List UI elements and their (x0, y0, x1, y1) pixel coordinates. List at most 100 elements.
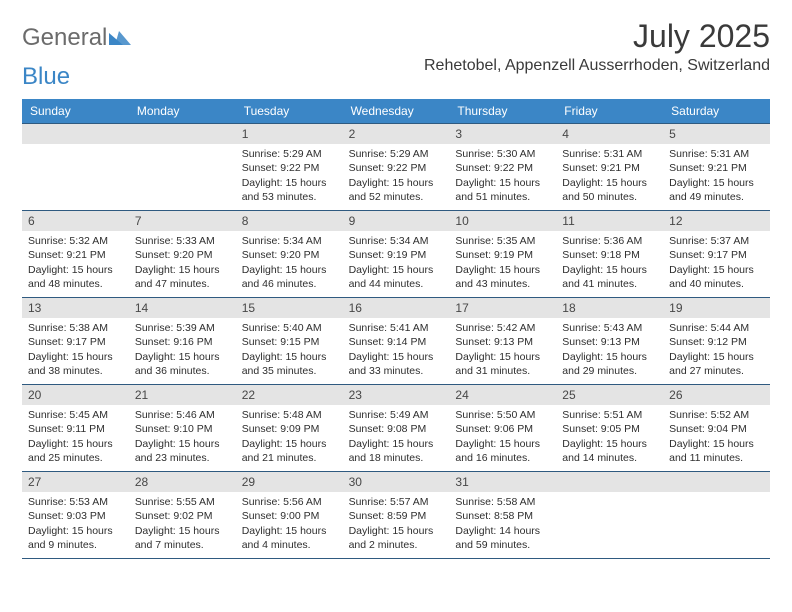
day-sunrise: Sunrise: 5:56 AM (242, 495, 337, 509)
day-day2: and 14 minutes. (562, 451, 657, 465)
day-cell: 20Sunrise: 5:45 AMSunset: 9:11 PMDayligh… (22, 385, 129, 471)
week-row: 27Sunrise: 5:53 AMSunset: 9:03 PMDayligh… (22, 471, 770, 558)
day-cell: 3Sunrise: 5:30 AMSunset: 9:22 PMDaylight… (449, 124, 556, 210)
day-cell: 9Sunrise: 5:34 AMSunset: 9:19 PMDaylight… (343, 211, 450, 297)
logo-triangle-icon (109, 24, 131, 52)
day-day1: Daylight: 15 hours (455, 176, 550, 190)
day-sunrise: Sunrise: 5:43 AM (562, 321, 657, 335)
week-row: 6Sunrise: 5:32 AMSunset: 9:21 PMDaylight… (22, 210, 770, 297)
day-day1: Daylight: 15 hours (28, 263, 123, 277)
day-number: 18 (562, 301, 575, 315)
day-number-strip: 20 (22, 385, 129, 405)
day-day2: and 21 minutes. (242, 451, 337, 465)
weekday-friday: Friday (556, 99, 663, 123)
day-number: 14 (135, 301, 148, 315)
day-day1: Daylight: 15 hours (242, 176, 337, 190)
day-day2: and 51 minutes. (455, 190, 550, 204)
day-number: 1 (242, 127, 249, 141)
day-number: 23 (349, 388, 362, 402)
day-cell: 4Sunrise: 5:31 AMSunset: 9:21 PMDaylight… (556, 124, 663, 210)
day-number-strip: 25 (556, 385, 663, 405)
day-sunset: Sunset: 9:21 PM (669, 161, 764, 175)
day-day2: and 43 minutes. (455, 277, 550, 291)
day-sunrise: Sunrise: 5:29 AM (242, 147, 337, 161)
day-number-strip: · (22, 124, 129, 144)
weekday-header-row: Sunday Monday Tuesday Wednesday Thursday… (22, 99, 770, 123)
day-cell: 18Sunrise: 5:43 AMSunset: 9:13 PMDayligh… (556, 298, 663, 384)
day-cell: 31Sunrise: 5:58 AMSunset: 8:58 PMDayligh… (449, 472, 556, 558)
weekday-tuesday: Tuesday (236, 99, 343, 123)
day-day2: and 49 minutes. (669, 190, 764, 204)
day-number-strip: 17 (449, 298, 556, 318)
calendar-bottom-rule (22, 558, 770, 559)
day-sunrise: Sunrise: 5:42 AM (455, 321, 550, 335)
day-number-strip: 5 (663, 124, 770, 144)
day-cell: 27Sunrise: 5:53 AMSunset: 9:03 PMDayligh… (22, 472, 129, 558)
day-cell: 15Sunrise: 5:40 AMSunset: 9:15 PMDayligh… (236, 298, 343, 384)
day-sunset: Sunset: 9:08 PM (349, 422, 444, 436)
day-sunset: Sunset: 9:16 PM (135, 335, 230, 349)
day-day2: and 31 minutes. (455, 364, 550, 378)
day-day1: Daylight: 15 hours (455, 263, 550, 277)
day-number: 4 (562, 127, 569, 141)
day-sunset: Sunset: 9:20 PM (135, 248, 230, 262)
day-sunrise: Sunrise: 5:46 AM (135, 408, 230, 422)
day-sunrise: Sunrise: 5:31 AM (562, 147, 657, 161)
day-cell: 6Sunrise: 5:32 AMSunset: 9:21 PMDaylight… (22, 211, 129, 297)
day-day2: and 11 minutes. (669, 451, 764, 465)
day-sunset: Sunset: 9:21 PM (28, 248, 123, 262)
day-cell: 14Sunrise: 5:39 AMSunset: 9:16 PMDayligh… (129, 298, 236, 384)
day-sunrise: Sunrise: 5:34 AM (349, 234, 444, 248)
day-day1: Daylight: 14 hours (455, 524, 550, 538)
day-sunrise: Sunrise: 5:48 AM (242, 408, 337, 422)
day-number: 26 (669, 388, 682, 402)
day-number: 13 (28, 301, 41, 315)
logo: General (22, 18, 131, 52)
day-day2: and 47 minutes. (135, 277, 230, 291)
day-sunset: Sunset: 9:02 PM (135, 509, 230, 523)
day-sunrise: Sunrise: 5:44 AM (669, 321, 764, 335)
day-number: 28 (135, 475, 148, 489)
day-number-strip: 21 (129, 385, 236, 405)
weekday-saturday: Saturday (663, 99, 770, 123)
day-day1: Daylight: 15 hours (242, 524, 337, 538)
day-sunrise: Sunrise: 5:50 AM (455, 408, 550, 422)
day-day1: Daylight: 15 hours (562, 350, 657, 364)
day-day2: and 41 minutes. (562, 277, 657, 291)
day-day1: Daylight: 15 hours (28, 437, 123, 451)
day-number: 5 (669, 127, 676, 141)
day-sunrise: Sunrise: 5:58 AM (455, 495, 550, 509)
week-row: 20Sunrise: 5:45 AMSunset: 9:11 PMDayligh… (22, 384, 770, 471)
day-number-strip: 26 (663, 385, 770, 405)
day-day1: Daylight: 15 hours (135, 437, 230, 451)
day-number-strip: 7 (129, 211, 236, 231)
day-day2: and 18 minutes. (349, 451, 444, 465)
day-day2: and 2 minutes. (349, 538, 444, 552)
day-day1: Daylight: 15 hours (349, 176, 444, 190)
day-number: 9 (349, 214, 356, 228)
day-cell: 1Sunrise: 5:29 AMSunset: 9:22 PMDaylight… (236, 124, 343, 210)
day-sunset: Sunset: 9:09 PM (242, 422, 337, 436)
day-number-strip: 6 (22, 211, 129, 231)
day-cell: · (129, 124, 236, 210)
week-row: ··1Sunrise: 5:29 AMSunset: 9:22 PMDaylig… (22, 123, 770, 210)
day-day1: Daylight: 15 hours (669, 437, 764, 451)
day-day1: Daylight: 15 hours (242, 350, 337, 364)
weekday-thursday: Thursday (449, 99, 556, 123)
day-number-strip: · (556, 472, 663, 492)
day-day1: Daylight: 15 hours (349, 437, 444, 451)
day-day2: and 52 minutes. (349, 190, 444, 204)
day-day2: and 59 minutes. (455, 538, 550, 552)
day-day2: and 50 minutes. (562, 190, 657, 204)
day-day1: Daylight: 15 hours (242, 263, 337, 277)
day-sunset: Sunset: 9:17 PM (28, 335, 123, 349)
day-cell: 17Sunrise: 5:42 AMSunset: 9:13 PMDayligh… (449, 298, 556, 384)
day-sunset: Sunset: 9:19 PM (455, 248, 550, 262)
day-number-strip: 31 (449, 472, 556, 492)
day-cell: 5Sunrise: 5:31 AMSunset: 9:21 PMDaylight… (663, 124, 770, 210)
day-number: 20 (28, 388, 41, 402)
day-number-strip: 27 (22, 472, 129, 492)
day-day2: and 7 minutes. (135, 538, 230, 552)
day-day1: Daylight: 15 hours (349, 524, 444, 538)
day-number: 24 (455, 388, 468, 402)
